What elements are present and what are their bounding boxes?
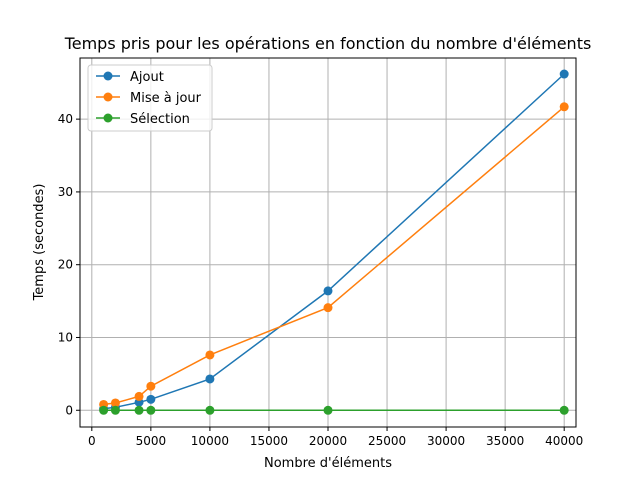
x-tick-label: 35000 <box>486 434 524 448</box>
series-1 <box>99 102 569 409</box>
legend-label: Ajout <box>130 70 164 85</box>
y-tick-label: 30 <box>58 185 73 199</box>
legend-item: Sélection <box>96 112 190 127</box>
data-point <box>323 303 333 313</box>
data-point <box>323 405 333 415</box>
legend-marker <box>103 113 113 123</box>
x-tick-label: 15000 <box>250 434 288 448</box>
x-axis-ticks: 0 5000 10000 15000 20000 25000 30000 35000 40000 <box>88 427 583 448</box>
series-line <box>103 106 565 406</box>
data-point <box>146 405 156 415</box>
legend-label: Sélection <box>130 112 190 127</box>
data-point <box>323 286 333 296</box>
data-point <box>110 398 120 408</box>
x-tick-label: 25000 <box>368 434 406 448</box>
x-tick-label: 20000 <box>309 434 347 448</box>
y-tick-label: 0 <box>65 403 73 417</box>
y-tick-label: 40 <box>58 112 73 126</box>
legend: Ajout Mise à jour Sélection <box>87 64 213 132</box>
x-tick-label: 40000 <box>545 434 583 448</box>
y-axis-label: Temps (secondes) <box>32 184 47 302</box>
data-point <box>99 405 109 415</box>
x-tick-label: 5000 <box>136 434 167 448</box>
data-point <box>559 102 569 112</box>
series-layer <box>99 69 569 415</box>
data-point <box>134 391 144 401</box>
y-axis-ticks: 0 10 20 30 40 <box>58 112 80 417</box>
series-2 <box>99 405 569 415</box>
chart-title: Temps pris pour les opérations en foncti… <box>64 34 592 53</box>
data-point <box>146 394 156 404</box>
data-point <box>559 405 569 415</box>
data-point <box>559 69 569 79</box>
x-tick-label: 0 <box>88 434 96 448</box>
x-tick-label: 10000 <box>191 434 229 448</box>
legend-item: Ajout <box>96 70 164 85</box>
data-point <box>205 350 215 360</box>
y-tick-label: 20 <box>58 258 73 272</box>
y-tick-label: 10 <box>58 330 73 344</box>
legend-marker <box>103 92 113 102</box>
x-tick-label: 30000 <box>427 434 465 448</box>
data-point <box>110 405 120 415</box>
data-point <box>146 381 156 391</box>
legend-marker <box>103 71 113 81</box>
x-axis-label: Nombre d'éléments <box>264 456 392 471</box>
data-point <box>205 374 215 384</box>
data-point <box>205 405 215 415</box>
legend-box <box>87 64 213 132</box>
legend-item: Mise à jour <box>96 91 202 106</box>
data-point <box>134 405 144 415</box>
grid <box>80 58 576 427</box>
legend-label: Mise à jour <box>130 91 202 106</box>
